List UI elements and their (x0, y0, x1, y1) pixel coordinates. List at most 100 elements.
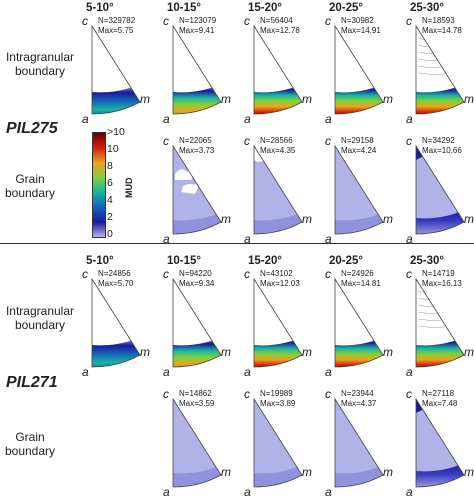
column-header: 10-15° (167, 2, 202, 14)
pole-figure-wedge (253, 397, 303, 488)
axis-label-m: m (464, 92, 474, 106)
stat-text: N=34292 Max=10.66 (422, 136, 462, 155)
pole-figure-panel: c a m N=123079 Max=9.41 (163, 14, 243, 126)
colorbar-tick-label: 4 (107, 194, 113, 206)
colorbar-tick-label: 6 (107, 177, 113, 189)
axis-label-c: c (82, 267, 88, 281)
pole-figure-panel: c a m N=23944 Max=4.37 (325, 387, 405, 499)
pole-figure-wedge (172, 144, 222, 235)
column-header: 25-30° (410, 255, 445, 267)
axis-label-m: m (302, 212, 312, 226)
axis-label-a: a (244, 485, 251, 499)
axis-label-m: m (383, 345, 393, 359)
row-label-grain: Grain boundary (4, 430, 56, 458)
pole-figure-panel: c a m N=14719 Max=16.13 (406, 267, 474, 379)
axis-label-c: c (406, 267, 412, 281)
row-label-grain: Grain boundary (4, 172, 56, 200)
axis-label-m: m (464, 212, 474, 226)
stat-text: N=23944 Max=4.37 (341, 389, 377, 408)
axis-label-a: a (325, 365, 332, 379)
axis-label-m: m (140, 345, 150, 359)
axis-label-a: a (244, 232, 251, 246)
pole-figure-wedge (253, 277, 303, 368)
pole-figure-panel: c a m N=28566 Max=4.35 (244, 134, 324, 246)
pole-figure-panel: c a m N=30982 Max=14.91 (325, 14, 405, 126)
axis-label-m: m (302, 92, 312, 106)
axis-label-m: m (221, 212, 231, 226)
axis-label-c: c (406, 14, 412, 28)
column-header: 15-20° (248, 255, 283, 267)
pole-figure-panel: c a m N=24926 Max=14.81 (325, 267, 405, 379)
column-header: 5-10° (86, 255, 114, 267)
axis-label-a: a (163, 485, 170, 499)
axis-label-m: m (302, 465, 312, 479)
pole-figure-wedge (253, 24, 303, 115)
axis-label-c: c (325, 134, 331, 148)
stat-text: N=329782 Max=5.75 (98, 16, 136, 35)
pole-figure-wedge (253, 144, 303, 235)
row-label-intragranular: Intragranular boundary (5, 50, 75, 78)
axis-label-m: m (464, 465, 474, 479)
stat-text: N=28566 Max=4.35 (260, 136, 296, 155)
pole-figure-wedge (334, 144, 384, 235)
axis-label-a: a (406, 485, 413, 499)
stat-text: N=24856 Max=5.70 (98, 269, 134, 288)
axis-label-a: a (163, 232, 170, 246)
pole-figure-panel: c a m N=94220 Max=9.34 (163, 267, 243, 379)
pole-figure-wedge (415, 144, 465, 235)
stat-text: N=19989 Max=3.89 (260, 389, 296, 408)
axis-label-a: a (163, 112, 170, 126)
stat-text: N=27118 Max=7.48 (422, 389, 458, 408)
pole-figure-panel: c a m N=56404 Max=12.78 (244, 14, 324, 126)
column-header: 25-30° (410, 2, 445, 14)
colorbar-tick-label: 2 (107, 211, 113, 223)
column-header: 5-10° (86, 2, 114, 14)
pole-figure-wedge (334, 277, 384, 368)
axis-label-c: c (244, 267, 250, 281)
pole-figure-panel: c a m N=29158 Max=4.24 (325, 134, 405, 246)
axis-label-m: m (221, 92, 231, 106)
axis-label-m: m (221, 465, 231, 479)
stat-text: N=14862 Max=3.59 (179, 389, 215, 408)
axis-label-c: c (325, 14, 331, 28)
axis-label-a: a (244, 365, 251, 379)
stat-text: N=22065 Max=3.73 (179, 136, 215, 155)
pole-figure-wedge (91, 277, 141, 368)
pole-figure-wedge (415, 397, 465, 488)
colorbar-tick-label: 8 (107, 160, 113, 172)
colorbar (92, 132, 106, 238)
axis-label-c: c (163, 267, 169, 281)
axis-label-c: c (244, 387, 250, 401)
axis-label-a: a (163, 365, 170, 379)
stat-text: N=30982 Max=14.91 (341, 16, 381, 35)
pole-figure-panel: c a m N=14862 Max=3.59 (163, 387, 243, 499)
axis-label-m: m (383, 92, 393, 106)
axis-label-a: a (406, 232, 413, 246)
pole-figure-wedge (334, 397, 384, 488)
colorbar-tick-label: 0 (107, 228, 113, 240)
axis-label-c: c (244, 134, 250, 148)
pole-figure-wedge (334, 24, 384, 115)
column-header: 10-15° (167, 255, 202, 267)
pole-figure-panel: c a m N=27118 Max=7.48 (406, 387, 474, 499)
colorbar-tick-label: 10 (107, 143, 119, 155)
axis-label-c: c (82, 14, 88, 28)
axis-label-a: a (325, 112, 332, 126)
pole-figure-panel: c a m N=18593 Max=14.78 (406, 14, 474, 126)
axis-label-c: c (163, 387, 169, 401)
stat-text: N=43102 Max=12.03 (260, 269, 300, 288)
axis-label-a: a (244, 112, 251, 126)
stat-text: N=24926 Max=14.81 (341, 269, 381, 288)
axis-label-a: a (406, 112, 413, 126)
axis-label-c: c (325, 387, 331, 401)
axis-label-c: c (163, 134, 169, 148)
stat-text: N=14719 Max=16.13 (422, 269, 462, 288)
column-header: 15-20° (248, 2, 283, 14)
axis-label-a: a (325, 232, 332, 246)
pole-figure-panel: c a m N=24856 Max=5.70 (82, 267, 162, 379)
pole-figure-panel: c a m N=34292 Max=10.66 (406, 134, 474, 246)
pole-figure-wedge (172, 24, 222, 115)
section-divider (0, 243, 474, 244)
stat-text: N=18593 Max=14.78 (422, 16, 462, 35)
sample-name-pil271: PIL271 (6, 374, 58, 391)
